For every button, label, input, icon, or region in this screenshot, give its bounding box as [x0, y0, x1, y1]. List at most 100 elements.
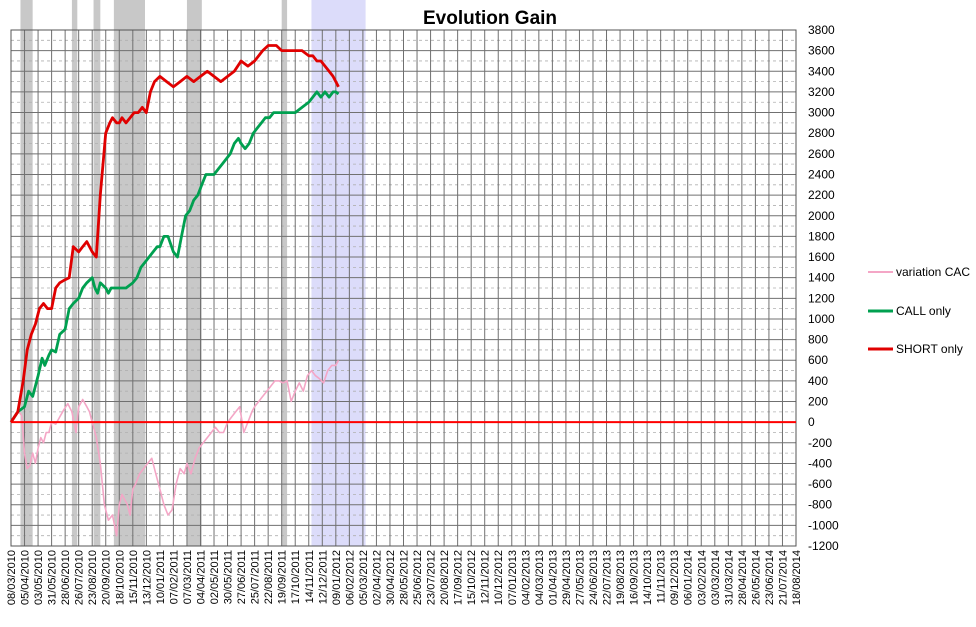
y-tick-label: 1000 — [808, 312, 835, 326]
x-tick-label: 31/05/2010 — [47, 550, 59, 605]
y-tick-label: 2400 — [808, 167, 835, 181]
y-tick-label: 1600 — [808, 250, 835, 264]
x-tick-label: 05/03/2012 — [358, 550, 370, 605]
x-tick-label: 11/11/2013 — [656, 550, 668, 603]
x-tick-label: 09/12/2013 — [669, 550, 681, 605]
x-tick-label: 12/12/2011 — [317, 550, 329, 604]
y-tick-label: -1000 — [808, 518, 839, 532]
x-tick-label: 14/11/2011 — [304, 550, 316, 603]
series-line — [9, 44, 340, 423]
x-tick-label: 29/04/2013 — [561, 550, 573, 605]
y-tick-label: 0 — [808, 415, 815, 429]
x-tick-label: 30/04/2012 — [385, 550, 397, 605]
shaded-period — [93, 0, 101, 546]
x-tick-label: 10/12/2012 — [493, 550, 505, 605]
y-tick-label: 2200 — [808, 188, 835, 202]
x-tick-label: 25/07/2011 — [250, 550, 262, 604]
x-tick-label: 24/06/2013 — [588, 550, 600, 605]
x-tick-label: 20/09/2010 — [101, 550, 113, 605]
x-tick-label: 01/04/2013 — [547, 550, 559, 605]
x-tick-label: 25/06/2012 — [412, 550, 424, 605]
x-tick-label: 26/05/2014 — [750, 550, 762, 605]
y-tick-label: -600 — [808, 477, 832, 491]
x-tick-label: 02/05/2011 — [209, 550, 221, 604]
y-tick-label: 3800 — [808, 23, 835, 37]
x-tick-label: 28/06/2010 — [60, 550, 72, 605]
x-tick-label: 04/02/2013 — [520, 550, 532, 605]
x-tick-label: 03/02/2014 — [696, 550, 708, 605]
x-tick-label: 17/09/2012 — [453, 550, 465, 605]
y-tick-label: 200 — [808, 395, 828, 409]
y-tick-label: -200 — [808, 436, 832, 450]
y-tick-label: 1400 — [808, 271, 835, 285]
x-tick-label: 23/08/2010 — [87, 550, 99, 605]
y-tick-label: -1200 — [808, 539, 839, 553]
x-tick-label: 07/01/2013 — [507, 550, 519, 605]
x-tick-label: 30/05/2011 — [223, 550, 235, 604]
x-tick-label: 16/09/2013 — [629, 550, 641, 605]
shaded-period — [186, 0, 202, 546]
x-tick-label: 15/10/2012 — [466, 550, 478, 605]
x-tick-label: 04/04/2011 — [195, 550, 207, 604]
x-tick-label: 28/04/2014 — [737, 550, 749, 605]
y-tick-label: 3000 — [808, 106, 835, 120]
x-tick-label: 20/08/2012 — [439, 550, 451, 605]
y-tick-label: 1800 — [808, 229, 835, 243]
x-axis: 08/03/2010 05/04/2010 03/05/2010 31/05/2010… — [6, 550, 803, 605]
x-tick-label: 03/03/2014 — [710, 550, 722, 605]
x-tick-label: 03/05/2010 — [33, 550, 45, 605]
y-tick-label: 3200 — [808, 85, 835, 99]
y-axis: -1200 -1000 -800 -600 -400 -200 0 200 400 600 800 1… — [808, 23, 839, 553]
plot-frame — [10, 29, 797, 547]
x-tick-label: 07/02/2011 — [168, 550, 180, 604]
legend: variation CAC CALL only SHORT only — [868, 265, 970, 356]
x-tick-label: 06/02/2012 — [344, 550, 356, 605]
y-tick-label: 2000 — [808, 209, 835, 223]
legend-label: SHORT only — [896, 342, 963, 356]
x-tick-label: 23/07/2012 — [426, 550, 438, 605]
legend-label: CALL only — [896, 304, 951, 318]
x-tick-label: 02/04/2012 — [371, 550, 383, 605]
forecast-region — [311, 0, 366, 546]
x-tick-label: 31/03/2014 — [723, 550, 735, 605]
y-tick-label: 800 — [808, 333, 828, 347]
x-tick-label: 18/10/2010 — [114, 550, 126, 605]
x-tick-label: 07/03/2011 — [182, 550, 194, 604]
x-tick-label: 13/12/2010 — [141, 550, 153, 605]
x-tick-label: 28/05/2012 — [399, 550, 411, 605]
y-tick-label: 3600 — [808, 44, 835, 58]
x-tick-label: 04/03/2013 — [534, 550, 546, 605]
x-tick-label: 12/11/2012 — [480, 550, 492, 604]
series-line — [10, 359, 340, 537]
x-tick-label: 22/08/2011 — [263, 550, 275, 604]
x-tick-label: 19/09/2011 — [277, 550, 289, 604]
y-tick-label: 1200 — [808, 291, 835, 305]
shaded-period — [20, 0, 33, 546]
shaded-period — [71, 0, 78, 546]
x-tick-label: 23/06/2014 — [764, 550, 776, 605]
x-tick-label: 14/10/2013 — [642, 550, 654, 605]
x-tick-label: 18/08/2014 — [791, 550, 803, 605]
x-tick-label: 15/11/2010 — [128, 550, 140, 604]
x-tick-label: 17/10/2011 — [290, 550, 302, 604]
x-tick-label: 27/05/2013 — [574, 550, 586, 605]
series-lines — [9, 44, 796, 537]
y-tick-label: -800 — [808, 498, 832, 512]
x-tick-label: 09/01/2012 — [331, 550, 343, 605]
y-tick-label: 2800 — [808, 126, 835, 140]
x-tick-label: 05/04/2010 — [20, 550, 32, 605]
x-tick-label: 10/01/2011 — [155, 550, 167, 604]
y-tick-label: 2600 — [808, 147, 835, 161]
x-tick-label: 26/07/2010 — [74, 550, 86, 605]
x-tick-label: 21/07/2014 — [777, 550, 789, 605]
x-tick-label: 06/01/2014 — [683, 550, 695, 605]
legend-label: variation CAC — [896, 265, 970, 279]
chart-title: Evolution Gain — [423, 8, 557, 29]
y-tick-label: 3400 — [808, 64, 835, 78]
x-tick-label: 19/08/2013 — [615, 550, 627, 605]
shaded-period — [113, 0, 145, 546]
shaded-period — [281, 0, 288, 546]
x-tick-label: 27/06/2011 — [236, 550, 248, 604]
x-tick-label: 22/07/2013 — [602, 550, 614, 605]
